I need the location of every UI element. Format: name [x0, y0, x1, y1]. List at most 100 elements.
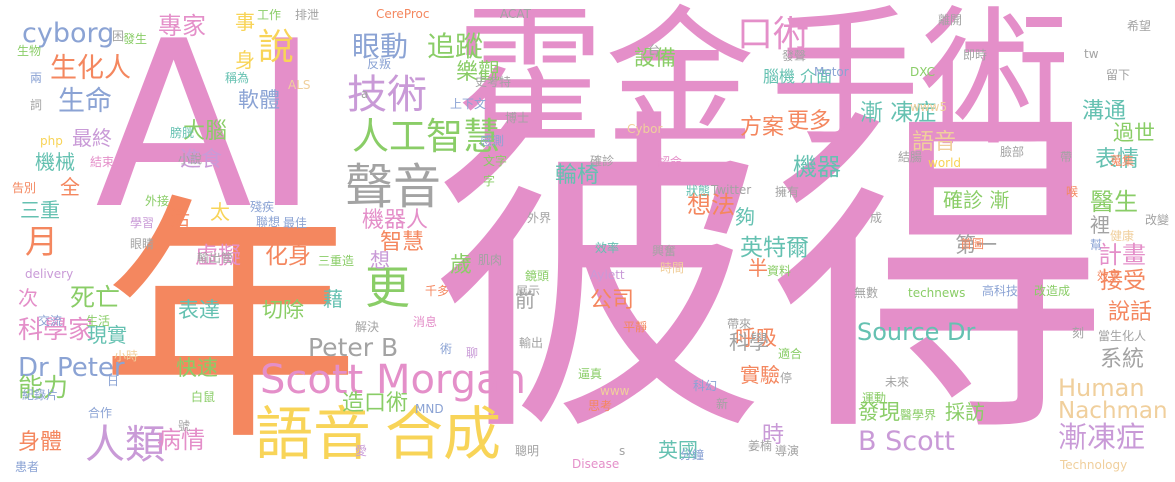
word-9: Scott Morgan: [260, 357, 526, 403]
word-85: 身: [235, 48, 255, 72]
word-3: 手術: [770, 0, 1071, 167]
word-145: 眼睛: [130, 237, 155, 251]
word-102: 稱為: [225, 71, 250, 85]
word-141: 外界: [527, 211, 552, 225]
word-190: 運動: [862, 391, 887, 405]
word-105: 史考特: [475, 75, 512, 89]
word-112: www5: [910, 100, 948, 114]
word-152: 幫: [1090, 238, 1103, 252]
word-119: 感測: [480, 134, 505, 148]
word-198: 姜楠: [748, 439, 773, 453]
word-69: 軟體: [238, 88, 280, 112]
word-41: 公司: [590, 288, 635, 313]
word-203: a: [361, 87, 369, 101]
word-32: B Scott: [858, 426, 955, 457]
word-107: 台: [648, 43, 661, 57]
word-68: 進食: [180, 147, 222, 171]
word-160: 千多: [425, 284, 450, 298]
word-78: 活: [170, 206, 190, 230]
word-196: 分鐘: [680, 448, 705, 462]
word-42: 呼吸: [735, 326, 777, 350]
word-200: Technology: [1060, 458, 1128, 472]
word-86: 想: [370, 248, 390, 272]
word-93: 排泄: [295, 8, 320, 22]
word-25: 能力: [18, 373, 69, 402]
word-54: 更多: [787, 109, 832, 134]
word-48: 系統: [1100, 347, 1145, 372]
word-55: 確診 漸: [943, 188, 1010, 212]
word-5: 年: [100, 174, 360, 476]
word-194: 聰明: [515, 444, 540, 458]
word-76: 時: [762, 423, 785, 448]
word-118: 博士: [505, 111, 530, 125]
word-10: 聲音: [345, 159, 442, 215]
word-129: 字: [483, 174, 496, 188]
word-90: 裡: [1090, 213, 1110, 237]
word-178: 小時: [114, 349, 139, 363]
word-115: php: [40, 134, 63, 148]
word-121: 結腸: [898, 150, 923, 164]
word-67: 大腦: [183, 119, 228, 144]
word-202: 困: [112, 29, 125, 43]
word-84: 事: [235, 10, 255, 34]
word-173: 術: [440, 342, 453, 356]
word-184: 紀錄片: [22, 388, 59, 402]
word-140: 最佳: [283, 216, 308, 230]
word-6: 語音: [255, 400, 372, 468]
word-30: Human: [1058, 374, 1145, 402]
word-166: 生活: [86, 314, 111, 328]
word-99: 發生: [123, 32, 148, 46]
word-143: 健康: [1110, 229, 1135, 243]
word-23: 死亡: [70, 283, 121, 312]
word-49: 計畫: [1098, 241, 1146, 269]
word-187: MND: [415, 402, 444, 416]
word-45: 表情: [1095, 147, 1140, 172]
word-172: 當生化人: [1098, 329, 1147, 343]
word-193: 愛: [355, 444, 368, 458]
word-96: 離開: [938, 13, 963, 27]
word-24: 科學家: [18, 315, 94, 344]
word-158: 展示: [516, 284, 541, 298]
word-175: 輸出: [519, 336, 544, 350]
word-149: 興奮: [652, 244, 677, 258]
word-111: 發聲: [782, 49, 807, 63]
word-185: 合作: [88, 406, 113, 420]
word-195: s: [619, 444, 626, 458]
word-177: 停: [780, 371, 793, 385]
word-183: 未來: [885, 375, 910, 389]
word-191: 醫學界: [900, 408, 937, 422]
word-159: 效果: [1097, 269, 1122, 283]
word-63: 現實: [87, 323, 127, 347]
word-130: 確診: [590, 154, 615, 168]
word-66: 最終: [72, 126, 112, 150]
word-51: 漸 凍症: [860, 100, 937, 126]
word-65: 機械: [35, 150, 75, 174]
word-62: 造口術: [342, 391, 409, 416]
word-156: Aylett: [590, 268, 625, 282]
word-162: technews: [908, 286, 966, 300]
word-169: 平靜: [623, 320, 648, 334]
word-87: 全: [60, 175, 80, 199]
word-13: 人工智慧: [352, 115, 500, 158]
word-176: 適合: [778, 347, 803, 361]
word-17: 月: [25, 222, 58, 261]
word-201: 患者: [15, 460, 40, 474]
word-133: Twitter: [711, 183, 752, 197]
word-127: 小說: [178, 152, 203, 166]
word-79: 太: [210, 200, 230, 224]
word-108: Motor: [814, 65, 849, 79]
word-27: 身體: [18, 430, 63, 455]
word-170: 帶來: [727, 317, 752, 331]
word-20: cyborg: [22, 18, 115, 49]
word-64: 三重: [20, 198, 60, 222]
word-39: 機器人: [362, 208, 429, 233]
word-101: 詞: [30, 98, 43, 112]
word-103: ALS: [288, 78, 311, 92]
word-104: 反叛: [367, 57, 392, 71]
word-98: 生物: [17, 44, 42, 58]
word-7: 合成: [385, 400, 502, 468]
word-77: 過世: [1113, 121, 1155, 145]
word-18: 生化人: [50, 53, 131, 84]
word-80: 夠: [735, 205, 755, 229]
